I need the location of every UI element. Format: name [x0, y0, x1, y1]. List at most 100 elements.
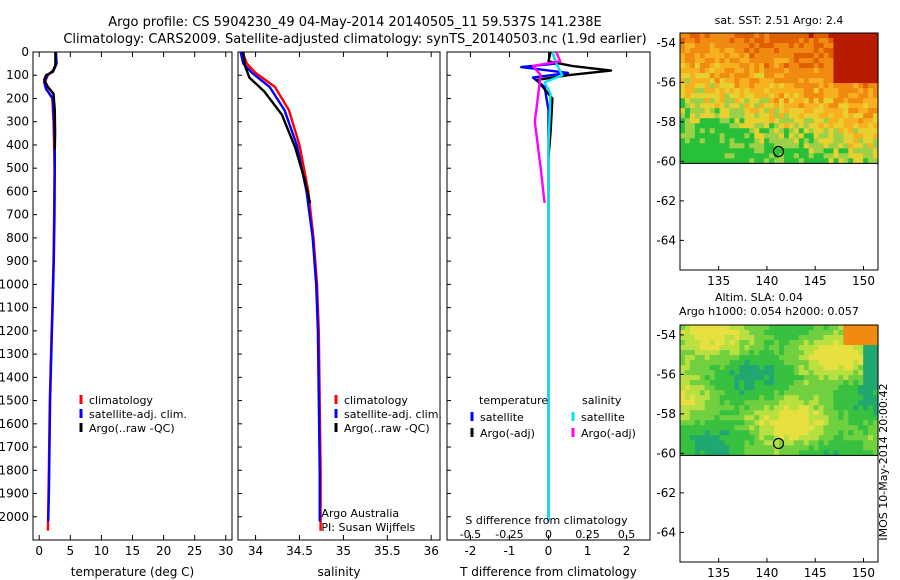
sst_map-cell — [729, 53, 736, 59]
sla_map-cell — [793, 445, 800, 451]
sla_map-cell — [808, 370, 815, 376]
sla_map-cell — [833, 335, 839, 341]
sla_map-cell — [798, 430, 805, 436]
sst_map-cell — [759, 78, 765, 84]
sst_map-cell — [689, 48, 696, 54]
sst_map-cell — [724, 143, 731, 149]
sst_map-cell — [803, 88, 810, 94]
sla_map-cell — [863, 335, 869, 341]
sst_map-cell — [744, 123, 750, 129]
sst_map-cell — [848, 38, 854, 44]
sst_map-cell — [828, 48, 835, 54]
sst_map-cell — [813, 68, 820, 74]
sst_map-cell — [863, 88, 869, 94]
sst_map-cell — [843, 128, 849, 134]
sst_map-cell — [729, 33, 736, 39]
sst_map-cell — [828, 33, 835, 39]
sla_map-cell — [779, 350, 785, 356]
sla_map-axes-frame — [679, 324, 879, 563]
sst_map-cell — [848, 48, 854, 54]
sla_map-cell — [714, 410, 721, 416]
sla_map-cell — [719, 445, 726, 451]
sst_map-cell — [848, 58, 854, 64]
sla_map-cell — [724, 380, 731, 386]
sst_map-cell — [823, 73, 830, 79]
sst_map-cell — [774, 118, 780, 124]
sst_map-cell — [858, 98, 864, 104]
sla_map-cell — [699, 385, 706, 391]
sla_map-cell — [729, 410, 736, 416]
sla_map-cell — [823, 370, 830, 376]
sst_map-cell — [744, 98, 750, 104]
sla_map-cell — [704, 385, 711, 391]
sla_map-cell — [868, 350, 874, 356]
sst_map-cell — [680, 43, 686, 49]
sst_map-cell — [734, 58, 740, 64]
sst_map-cell — [783, 148, 790, 154]
temperature-ytick-label: 100 — [6, 68, 29, 82]
sst_map-cell — [684, 83, 691, 89]
sla_map-cell — [709, 390, 716, 396]
sst_map-cell — [868, 128, 874, 134]
sla_map-cell — [714, 420, 721, 426]
sst_map-cell — [823, 38, 830, 44]
sla_map-cell — [838, 440, 844, 446]
sst_map-cell — [744, 93, 750, 99]
sla_map-cell — [858, 435, 864, 441]
sla_map-cell — [744, 430, 750, 436]
sla_map-cell — [858, 355, 864, 361]
sst_map-cell — [744, 88, 750, 94]
sst_map-cell — [754, 108, 760, 114]
sla_map-cell — [734, 415, 740, 421]
sst_map-cell — [694, 148, 701, 154]
sla_map-cell — [803, 395, 810, 401]
temperature-xtick-label: 25 — [187, 544, 202, 558]
sst_map-cell — [808, 148, 815, 154]
sla_map-cell — [680, 390, 686, 396]
temperature-ytick-label: 1900 — [0, 487, 29, 501]
sst_map-cell — [759, 33, 765, 39]
sst_map-cell — [729, 113, 736, 119]
sst_map-cell — [848, 73, 854, 79]
sla_map-cell — [833, 425, 839, 431]
sst_map-cell — [818, 53, 825, 59]
sla_map-cell — [774, 340, 780, 346]
sla_map-cell — [769, 375, 775, 381]
sla_map-cell — [868, 425, 874, 431]
sst_map-cell — [764, 128, 770, 134]
sst_map-cell — [823, 33, 830, 39]
sla_map-cell — [828, 325, 835, 331]
sla_map-cell — [863, 390, 869, 396]
sst_map-cell — [848, 103, 854, 109]
sla_map-cell — [764, 435, 770, 441]
sla_map-cell — [858, 360, 864, 366]
sla_map-cell — [863, 430, 869, 436]
sla_map-cell — [694, 390, 701, 396]
sla_map-cell — [798, 385, 805, 391]
sst_map-cell — [739, 153, 745, 159]
sla_map-cell — [838, 345, 844, 351]
sst_map-cell — [793, 38, 800, 44]
sst_map-cell — [873, 43, 879, 49]
sst_map-cell — [793, 48, 800, 54]
sst_map-cell — [808, 38, 815, 44]
sla_map-cell — [863, 340, 869, 346]
sla_map-cell — [759, 445, 765, 451]
sla_map-cell — [788, 435, 795, 441]
sla_map-cell — [788, 370, 795, 376]
sst_map-cell — [759, 103, 765, 109]
sla_map-cell — [709, 385, 716, 391]
sst_map-cell — [868, 38, 874, 44]
sst_map-cell — [868, 68, 874, 74]
sla_map-cell — [704, 340, 711, 346]
sst_map-cell — [818, 43, 825, 49]
sla_map-cell — [694, 340, 701, 346]
sla_map-cell — [863, 345, 869, 351]
sst_map-cell — [838, 128, 844, 134]
sst_map-cell — [684, 43, 691, 49]
sla_map-cell — [868, 345, 874, 351]
sla_map-cell — [680, 365, 686, 371]
sla_map-cell — [838, 350, 844, 356]
sla_map-cell — [719, 400, 726, 406]
sla_map-cell — [754, 360, 760, 366]
